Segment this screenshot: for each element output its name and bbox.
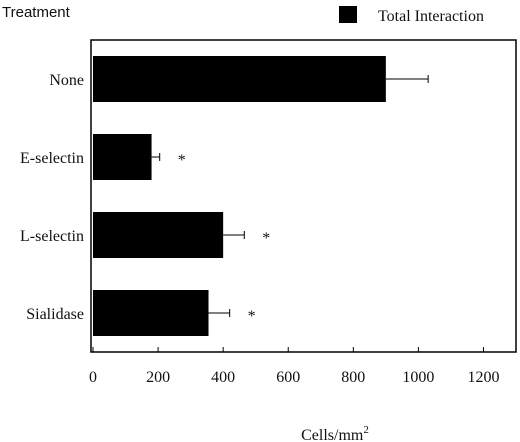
- category-label: None: [49, 72, 84, 89]
- x-tick-label: 800: [341, 369, 365, 386]
- x-axis-title-superscript: 2: [363, 424, 369, 436]
- x-tick-label: 1000: [402, 369, 434, 386]
- x-axis-title: Cells/mm2: [301, 424, 369, 442]
- x-tick-label: 1200: [467, 369, 499, 386]
- bar: [93, 134, 152, 180]
- category-label: E-selectin: [20, 150, 84, 167]
- x-tick-label: 0: [89, 369, 97, 386]
- legend-label: Total Interaction: [378, 8, 484, 25]
- significance-marker: *: [262, 230, 270, 247]
- bar: [93, 56, 386, 102]
- category-label: L-selectin: [20, 228, 84, 245]
- legend-swatch: [339, 6, 357, 23]
- bar: [93, 290, 209, 336]
- x-axis-title-text: Cells/mm: [301, 427, 364, 442]
- bar: [93, 212, 224, 258]
- significance-marker: *: [178, 152, 186, 169]
- significance-marker: *: [248, 308, 256, 325]
- x-tick-label: 200: [146, 369, 170, 386]
- x-tick-label: 600: [276, 369, 300, 386]
- x-tick-label: 400: [211, 369, 235, 386]
- legend: Total Interaction: [339, 6, 484, 25]
- plot-area-frame: [90, 39, 517, 353]
- category-label: Sialidase: [26, 306, 84, 323]
- y-axis-title: Treatment: [2, 4, 71, 21]
